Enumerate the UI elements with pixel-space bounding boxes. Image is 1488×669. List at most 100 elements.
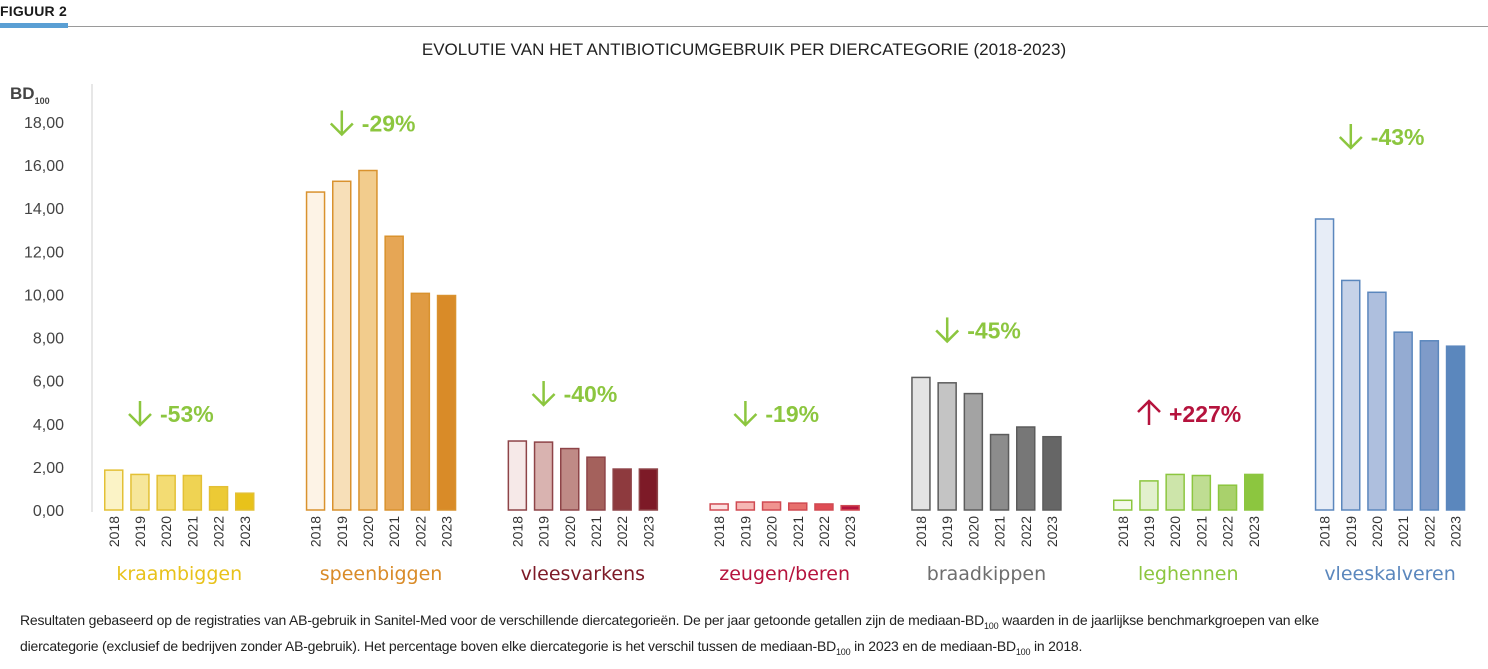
caption-text: Resultaten gebaseerd op de registraties … <box>20 612 984 628</box>
x-tick-label: 2018 <box>509 516 525 547</box>
caption-text: waarden in de jaarlijkse benchmarkgroepe… <box>998 612 1319 628</box>
caption-text: diercategorie (exclusief de bedrijven zo… <box>20 637 836 654</box>
y-tick-label: 14,00 <box>24 201 64 218</box>
caption-subscript: 100 <box>1015 646 1031 657</box>
bar <box>1393 331 1413 511</box>
bar <box>840 504 860 511</box>
bar <box>1445 345 1466 511</box>
change-label: +227% <box>1169 401 1241 427</box>
bar-group-kraambiggen: 2018 2019 2020 2021 2022 2023 kraambiggen -53% <box>104 401 255 585</box>
bar <box>358 169 378 511</box>
arrow-head <box>128 413 152 427</box>
bar <box>989 433 1010 511</box>
change-label: -43% <box>1371 124 1425 150</box>
arrow-down-icon <box>733 401 758 427</box>
x-tick-label: 2021 <box>790 516 806 547</box>
x-tick-label: 2023 <box>439 516 455 547</box>
y-tick-label: 6,00 <box>33 374 64 391</box>
y-tick-label: 0,00 <box>33 503 64 520</box>
bar <box>814 503 834 511</box>
bar-group-vleesvarkens: 2018 2019 2020 2021 2022 2023 vleesvarkens -40% <box>507 381 659 585</box>
arrow-head <box>935 329 960 344</box>
category-label: kraambiggen <box>116 563 242 585</box>
category-label: vleeskalveren <box>1324 563 1455 585</box>
bar <box>612 468 632 511</box>
x-tick-label: 2020 <box>158 516 174 547</box>
change-label: -29% <box>362 111 416 137</box>
bar <box>788 502 808 511</box>
x-tick-label: 2021 <box>386 516 402 547</box>
bar <box>963 392 984 511</box>
arrow-head <box>1137 399 1161 413</box>
chart-title: EVOLUTIE VAN HET ANTIBIOTICUMGEBRUIK PER… <box>422 40 1066 59</box>
bar <box>332 180 352 511</box>
bar <box>156 474 176 511</box>
x-tick-label: 2018 <box>1317 516 1333 547</box>
bar-group-zeugen-beren: 2018 2019 2020 2021 2022 2023 zeugen/beren -19% <box>709 401 860 585</box>
bar <box>130 473 150 511</box>
arrow-down-icon <box>531 381 556 407</box>
x-tick-label: 2019 <box>132 516 148 547</box>
x-tick-label: 2022 <box>211 516 227 547</box>
y-axis-label: BD100 <box>10 84 50 106</box>
x-tick-label: 2021 <box>992 516 1008 547</box>
bar <box>384 235 404 511</box>
x-tick-label: 2021 <box>1395 516 1411 547</box>
category-label: leghennen <box>1138 563 1239 585</box>
arrow-head <box>531 393 556 407</box>
x-tick-label: 2018 <box>711 516 727 547</box>
y-axis-label-sub: 100 <box>35 96 50 106</box>
caption-line-1: Resultaten gebaseerd op de registraties … <box>20 610 1470 636</box>
caption-line-2: diercategorie (exclusief de bedrijven zo… <box>20 636 1470 662</box>
x-tick-label: 2019 <box>536 516 552 547</box>
bar-group-braadkippen: 2018 2019 2020 2021 2022 2023 braadkippen -45% <box>911 317 1062 585</box>
x-tick-label: 2022 <box>412 516 428 547</box>
y-axis-label-main: BD <box>10 84 35 103</box>
y-tick-label: 10,00 <box>24 287 64 304</box>
x-tick-label: 2020 <box>1167 516 1183 547</box>
arrow-down-icon <box>1338 124 1363 150</box>
x-tick-label: 2020 <box>360 516 376 547</box>
y-tick-label: 16,00 <box>24 158 64 175</box>
x-tick-label: 2023 <box>237 516 253 547</box>
x-tick-label: 2021 <box>588 516 604 547</box>
bar-group-speenbiggen: 2018 2019 2020 2021 2022 2023 speenbiggen -29% <box>305 110 457 585</box>
antibiotic-usage-chart: EVOLUTIE VAN HET ANTIBIOTICUMGEBRUIK PER… <box>10 40 1466 585</box>
bar <box>235 492 255 511</box>
arrow-down-icon <box>329 110 354 137</box>
x-tick-label: 2021 <box>184 516 200 547</box>
bar <box>560 447 580 511</box>
x-tick-label: 2022 <box>1018 516 1034 547</box>
x-tick-label: 2023 <box>1448 516 1464 547</box>
bar <box>1113 499 1133 511</box>
change-label: -53% <box>160 401 214 427</box>
bar <box>1165 473 1185 511</box>
category-label: braadkippen <box>927 563 1046 585</box>
bar <box>1341 279 1361 511</box>
bar <box>1419 340 1440 511</box>
x-tick-label: 2018 <box>106 516 122 547</box>
y-tick-label: 4,00 <box>33 417 64 434</box>
bar <box>436 294 457 511</box>
arrow-head <box>733 413 758 427</box>
x-tick-label: 2018 <box>1115 516 1131 547</box>
bar <box>709 503 729 511</box>
y-tick-label: 12,00 <box>24 244 64 261</box>
x-tick-label: 2019 <box>939 516 955 547</box>
bar <box>761 501 782 511</box>
y-tick-label: 18,00 <box>24 115 64 132</box>
x-tick-label: 2023 <box>1044 516 1060 547</box>
figure-caption: Resultaten gebaseerd op de registraties … <box>20 610 1470 662</box>
bar <box>1367 291 1387 511</box>
figure-label: FIGUUR 2 <box>0 3 67 19</box>
x-tick-label: 2022 <box>816 516 832 547</box>
svg-text:BD100: BD100 <box>10 84 50 106</box>
bar <box>1217 484 1238 511</box>
category-label: vleesvarkens <box>521 563 645 585</box>
x-tick-label: 2022 <box>1220 516 1236 547</box>
arrow-head <box>1338 136 1363 150</box>
y-tick-labels: 0,00 2,00 4,00 6,00 8,00 10,00 12,00 14,00 16,00… <box>24 115 64 520</box>
bar <box>1191 474 1212 511</box>
bar-groups: 2018 2019 2020 2021 2022 2023kraambiggen-53%2… <box>104 110 1466 585</box>
x-tick-label: 2020 <box>965 516 981 547</box>
